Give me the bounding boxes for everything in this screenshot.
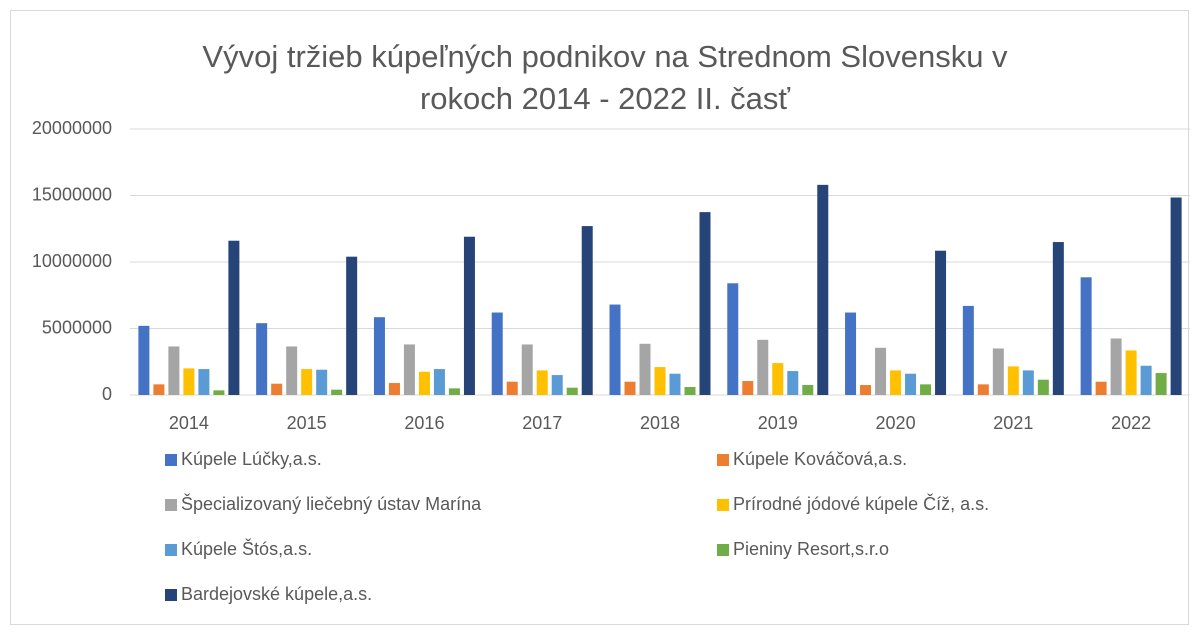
bar bbox=[890, 370, 902, 395]
bar bbox=[609, 304, 621, 395]
x-tick-label: 2020 bbox=[876, 413, 916, 433]
bar bbox=[1125, 350, 1137, 395]
x-tick-label: 2016 bbox=[404, 413, 444, 433]
bar bbox=[654, 367, 666, 395]
bar bbox=[521, 344, 533, 395]
legend-swatch bbox=[165, 544, 177, 556]
bar bbox=[977, 384, 989, 395]
bar bbox=[301, 369, 313, 395]
bar bbox=[551, 375, 563, 395]
bar bbox=[757, 339, 769, 395]
legend-label: Kúpele Kováčová,a.s. bbox=[733, 449, 907, 469]
bar bbox=[624, 381, 636, 395]
bar bbox=[742, 381, 754, 395]
x-tick-label: 2015 bbox=[287, 413, 327, 433]
bar bbox=[153, 384, 165, 395]
y-tick-label: 15000000 bbox=[32, 184, 112, 204]
legend-label: Pieniny Resort,s.r.o bbox=[733, 539, 889, 559]
bar bbox=[1095, 381, 1107, 395]
x-tick-label: 2022 bbox=[1111, 413, 1151, 433]
bar bbox=[935, 250, 947, 395]
bar bbox=[433, 369, 445, 395]
bar bbox=[1140, 365, 1152, 395]
chart-title: Vývoj tržieb kúpeľných podnikov na Stred… bbox=[202, 39, 1008, 116]
bar bbox=[256, 323, 268, 395]
bar bbox=[992, 348, 1004, 395]
bar bbox=[271, 383, 283, 395]
bar bbox=[581, 226, 593, 395]
bar bbox=[1170, 197, 1182, 395]
legend-swatch bbox=[717, 499, 729, 511]
legend-swatch bbox=[717, 544, 729, 556]
x-tick-label: 2021 bbox=[993, 413, 1033, 433]
bar bbox=[875, 347, 887, 395]
bar bbox=[198, 369, 210, 395]
bar bbox=[286, 346, 298, 395]
legend-label: Prírodné jódové kúpele Číž, a.s. bbox=[733, 493, 989, 514]
bar bbox=[772, 363, 784, 395]
bar bbox=[1080, 277, 1092, 395]
legend-label: Bardejovské kúpele,a.s. bbox=[181, 584, 372, 604]
bar bbox=[1022, 370, 1034, 395]
bar bbox=[669, 373, 681, 395]
bar bbox=[1007, 366, 1019, 395]
chart-border bbox=[10, 10, 1189, 625]
bar bbox=[168, 346, 180, 395]
legend-label: Kúpele Štós,a.s. bbox=[181, 538, 312, 559]
legend-swatch bbox=[165, 454, 177, 466]
legend-label: Špecializovaný liečebný ústav Marína bbox=[181, 493, 482, 514]
bar bbox=[463, 236, 475, 395]
bar bbox=[639, 343, 651, 395]
bar bbox=[403, 344, 415, 395]
y-tick-label: 5000000 bbox=[42, 317, 112, 337]
bar bbox=[228, 240, 240, 395]
bar bbox=[183, 368, 195, 395]
x-tick-label: 2019 bbox=[758, 413, 798, 433]
bar bbox=[566, 387, 578, 395]
bar bbox=[346, 256, 358, 395]
bar bbox=[802, 385, 814, 395]
bar bbox=[845, 312, 857, 395]
bar bbox=[727, 283, 739, 395]
bar bbox=[491, 312, 503, 395]
bar bbox=[506, 381, 518, 395]
bar bbox=[1110, 338, 1122, 395]
bar bbox=[920, 384, 932, 395]
bar bbox=[316, 369, 328, 395]
x-tick-label: 2018 bbox=[640, 413, 680, 433]
bar bbox=[860, 385, 872, 395]
y-tick-label: 20000000 bbox=[32, 118, 112, 138]
legend-label: Kúpele Lúčky,a.s. bbox=[181, 449, 322, 469]
bar bbox=[373, 317, 385, 395]
bar bbox=[213, 390, 225, 395]
bar bbox=[817, 184, 829, 395]
bar bbox=[699, 212, 711, 395]
y-tick-label: 0 bbox=[102, 384, 112, 404]
legend-swatch bbox=[717, 454, 729, 466]
bar bbox=[1155, 373, 1167, 395]
bar bbox=[1052, 242, 1064, 395]
bar bbox=[138, 325, 150, 395]
bar bbox=[388, 383, 400, 395]
x-tick-label: 2014 bbox=[169, 413, 209, 433]
bar bbox=[448, 388, 460, 395]
bar bbox=[684, 387, 696, 395]
legend-swatch bbox=[165, 499, 177, 511]
bar bbox=[536, 370, 548, 395]
y-tick-label: 10000000 bbox=[32, 251, 112, 271]
bar bbox=[418, 371, 430, 395]
bar bbox=[1037, 379, 1049, 395]
bar bbox=[787, 371, 799, 395]
legend-swatch bbox=[165, 589, 177, 601]
bar bbox=[962, 305, 974, 395]
bar bbox=[905, 373, 917, 395]
x-tick-label: 2017 bbox=[522, 413, 562, 433]
bar bbox=[331, 389, 343, 395]
